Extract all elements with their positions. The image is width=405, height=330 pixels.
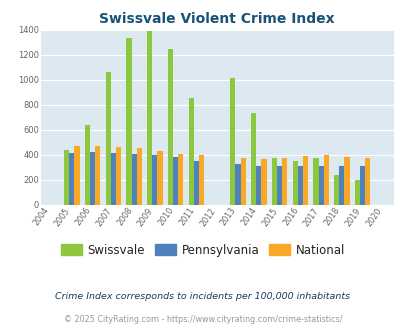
Bar <box>64 149 69 205</box>
Bar <box>230 78 235 205</box>
Bar <box>297 166 302 205</box>
Bar <box>318 166 323 205</box>
Bar <box>178 154 183 205</box>
Legend: Swissvale, Pennsylvania, National: Swissvale, Pennsylvania, National <box>55 239 350 261</box>
Bar <box>240 158 245 205</box>
Bar <box>74 146 79 205</box>
Bar <box>147 31 152 205</box>
Bar <box>167 49 173 205</box>
Bar <box>235 164 240 205</box>
Bar <box>188 98 193 205</box>
Bar <box>343 156 349 205</box>
Bar <box>105 72 111 205</box>
Bar <box>261 159 266 205</box>
Bar <box>364 158 369 205</box>
Bar <box>69 153 74 205</box>
Text: © 2025 CityRating.com - https://www.cityrating.com/crime-statistics/: © 2025 CityRating.com - https://www.city… <box>64 315 341 324</box>
Bar <box>152 155 157 205</box>
Bar <box>339 167 343 205</box>
Bar <box>323 155 328 205</box>
Bar <box>271 158 276 205</box>
Bar <box>302 156 307 205</box>
Bar <box>198 155 204 205</box>
Bar <box>250 114 256 205</box>
Bar <box>90 152 95 205</box>
Bar <box>276 166 281 205</box>
Bar <box>354 180 359 205</box>
Bar <box>111 153 116 205</box>
Bar <box>126 38 131 205</box>
Bar <box>173 157 178 205</box>
Bar <box>333 175 339 205</box>
Bar <box>136 148 141 205</box>
Bar <box>359 166 364 205</box>
Bar <box>313 158 318 205</box>
Bar <box>281 158 287 205</box>
Bar <box>256 166 261 205</box>
Bar <box>116 147 121 205</box>
Bar <box>292 161 297 205</box>
Bar <box>85 125 90 205</box>
Text: Crime Index corresponds to incidents per 100,000 inhabitants: Crime Index corresponds to incidents per… <box>55 292 350 301</box>
Bar <box>157 151 162 205</box>
Title: Swissvale Violent Crime Index: Swissvale Violent Crime Index <box>99 12 334 26</box>
Bar <box>131 154 136 205</box>
Bar <box>193 161 198 205</box>
Bar <box>95 146 100 205</box>
